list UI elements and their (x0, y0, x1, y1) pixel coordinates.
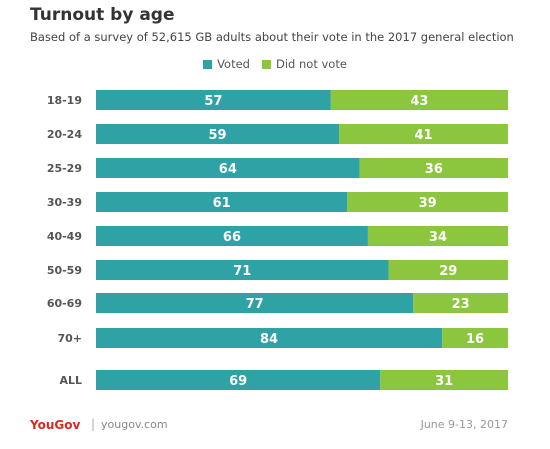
data-label-voted-40-49: 66 (223, 230, 241, 245)
legend-item-voted: Voted (203, 57, 250, 71)
data-label-voted-50-59: 71 (233, 264, 251, 279)
data-label-voted-18-19: 57 (204, 94, 222, 109)
bar-voted-50-59 (96, 260, 389, 280)
bar-did-not-vote-40-49 (367, 226, 508, 246)
legend-label-voted: Voted (217, 57, 250, 71)
category-label-all: ALL (59, 374, 82, 387)
category-label-50-59: 50-59 (47, 264, 82, 277)
data-label-did-not-vote-20-24: 41 (414, 128, 432, 143)
data-label-did-not-vote-50-59: 29 (439, 264, 457, 279)
category-label-70: 70+ (57, 332, 82, 345)
data-label-did-not-vote-25-29: 36 (425, 162, 443, 177)
bar-voted-40-49 (96, 226, 368, 246)
bar-did-not-vote-20-24 (339, 124, 508, 144)
yougov-logo: YouGov (30, 418, 81, 432)
bar-voted-18-19 (96, 90, 331, 110)
category-label-40-49: 40-49 (47, 230, 82, 243)
legend: Voted Did not vote (0, 57, 550, 71)
legend-swatch-did-not-vote (261, 59, 271, 69)
bar-voted-70 (96, 328, 443, 348)
data-label-did-not-vote-18-19: 43 (410, 94, 428, 109)
data-label-voted-20-24: 59 (208, 128, 226, 143)
chart-subtitle: Based of a survey of 52,615 GB adults ab… (30, 30, 514, 44)
bar-did-not-vote-70 (442, 328, 508, 348)
data-label-voted-30-39: 61 (213, 196, 231, 211)
data-label-voted-70: 84 (260, 332, 278, 347)
data-label-did-not-vote-30-39: 39 (419, 196, 437, 211)
data-label-voted-60-69: 77 (246, 297, 264, 312)
bar-voted-all (96, 370, 381, 390)
bar-did-not-vote-all (380, 370, 508, 390)
data-label-voted-25-29: 64 (219, 162, 237, 177)
legend-label-did-not-vote: Did not vote (275, 57, 347, 71)
data-label-voted-all: 69 (229, 374, 247, 389)
data-label-did-not-vote-70: 16 (466, 332, 484, 347)
data-label-did-not-vote-40-49: 34 (429, 230, 447, 245)
data-label-did-not-vote-all: 31 (435, 374, 453, 389)
category-label-25-29: 25-29 (47, 162, 82, 175)
bar-voted-60-69 (96, 293, 414, 313)
legend-item-did-not-vote: Did not vote (261, 57, 347, 71)
bar-voted-25-29 (96, 158, 360, 178)
survey-date: June 9-13, 2017 (420, 418, 508, 431)
footer-separator: | (91, 417, 96, 431)
bar-did-not-vote-18-19 (330, 90, 508, 110)
bar-did-not-vote-50-59 (388, 260, 508, 280)
bar-voted-30-39 (96, 192, 348, 212)
bar-did-not-vote-30-39 (347, 192, 508, 212)
data-label-did-not-vote-60-69: 23 (452, 297, 470, 312)
category-label-30-39: 30-39 (47, 196, 82, 209)
bar-did-not-vote-25-29 (359, 158, 508, 178)
chart-title: Turnout by age (30, 5, 175, 25)
category-label-20-24: 20-24 (47, 128, 83, 141)
category-label-60-69: 60-69 (47, 297, 82, 310)
legend-swatch-voted (203, 59, 213, 69)
bar-did-not-vote-60-69 (413, 293, 508, 313)
category-label-18-19: 18-19 (47, 94, 82, 107)
footer-site: yougov.com (101, 418, 168, 431)
bar-voted-20-24 (96, 124, 340, 144)
